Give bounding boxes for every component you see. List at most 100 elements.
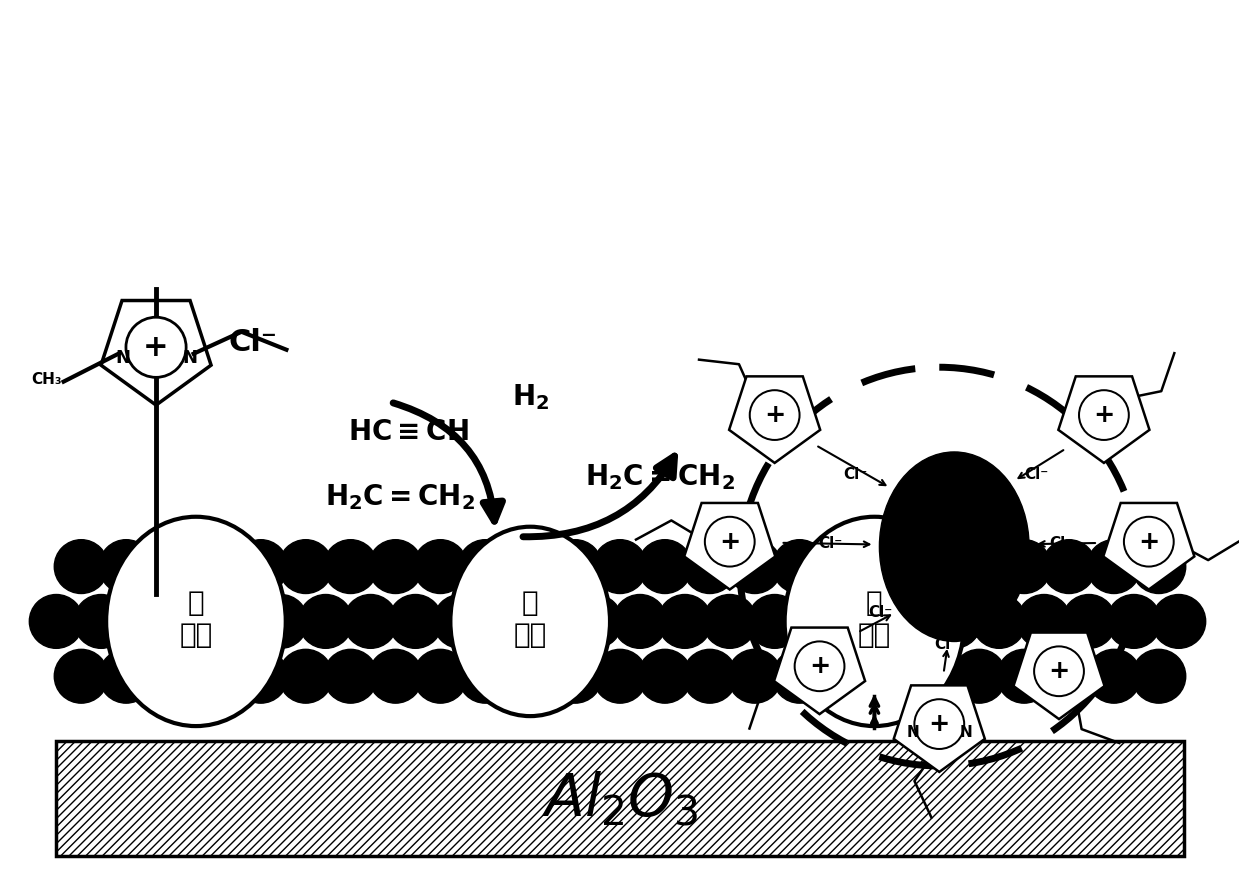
- Circle shape: [74, 595, 128, 648]
- Ellipse shape: [450, 527, 610, 717]
- Text: $\mathbf{HC{\equiv}CH}$: $\mathbf{HC{\equiv}CH}$: [348, 418, 469, 446]
- Text: Cl⁻: Cl⁻: [843, 467, 868, 481]
- Polygon shape: [1059, 376, 1149, 463]
- Text: +: +: [1048, 660, 1070, 683]
- Circle shape: [299, 595, 352, 648]
- Circle shape: [863, 539, 916, 594]
- Circle shape: [1079, 390, 1128, 440]
- Circle shape: [1123, 517, 1174, 567]
- Circle shape: [479, 595, 532, 648]
- Circle shape: [368, 539, 423, 594]
- Text: +: +: [1094, 403, 1115, 427]
- Circle shape: [324, 649, 377, 703]
- Text: 钯: 钯: [187, 589, 205, 617]
- Text: +: +: [1138, 530, 1159, 553]
- Bar: [56, 741, 1184, 856]
- Circle shape: [279, 539, 332, 594]
- Circle shape: [817, 539, 872, 594]
- Circle shape: [908, 649, 961, 703]
- Text: +: +: [764, 403, 785, 427]
- Circle shape: [997, 539, 1052, 594]
- Polygon shape: [1013, 632, 1105, 719]
- Text: 钯: 钯: [866, 589, 883, 617]
- Text: $\mathit{Al_2O_3}$: $\mathit{Al_2O_3}$: [541, 769, 699, 828]
- Circle shape: [99, 539, 153, 594]
- Circle shape: [548, 539, 603, 594]
- Ellipse shape: [879, 452, 1029, 641]
- Circle shape: [188, 649, 243, 703]
- Circle shape: [613, 595, 667, 648]
- Text: +: +: [929, 712, 950, 736]
- Text: Cl⁻: Cl⁻: [999, 608, 1024, 623]
- Circle shape: [773, 649, 827, 703]
- Ellipse shape: [785, 517, 965, 726]
- Circle shape: [728, 649, 781, 703]
- Circle shape: [750, 390, 800, 440]
- Circle shape: [279, 649, 332, 703]
- Text: +: +: [144, 332, 169, 362]
- Text: N: N: [960, 725, 972, 740]
- Circle shape: [126, 317, 186, 377]
- Polygon shape: [1104, 503, 1194, 589]
- Text: 卡宾: 卡宾: [180, 622, 212, 649]
- Circle shape: [568, 595, 622, 648]
- Circle shape: [459, 539, 512, 594]
- Circle shape: [144, 539, 198, 594]
- Circle shape: [1042, 649, 1096, 703]
- Circle shape: [1132, 649, 1185, 703]
- Circle shape: [234, 539, 288, 594]
- Circle shape: [254, 595, 308, 648]
- Text: N: N: [906, 725, 919, 740]
- Circle shape: [343, 595, 398, 648]
- Circle shape: [324, 539, 377, 594]
- Circle shape: [55, 649, 108, 703]
- Circle shape: [413, 539, 467, 594]
- Circle shape: [234, 649, 288, 703]
- Text: 卡宾: 卡宾: [513, 622, 547, 649]
- Circle shape: [1042, 539, 1096, 594]
- Circle shape: [1087, 539, 1141, 594]
- Text: 钯: 钯: [522, 589, 538, 617]
- Text: +: +: [808, 654, 831, 678]
- Ellipse shape: [107, 517, 285, 726]
- Circle shape: [1132, 539, 1185, 594]
- Circle shape: [208, 595, 263, 648]
- Circle shape: [637, 539, 692, 594]
- Circle shape: [593, 539, 647, 594]
- Circle shape: [952, 539, 1006, 594]
- Text: Cl⁻: Cl⁻: [229, 328, 278, 357]
- Polygon shape: [894, 686, 985, 772]
- Text: $\mathbf{H_2C{=}CH_2}$: $\mathbf{H_2C{=}CH_2}$: [325, 482, 475, 511]
- Text: Cl⁻: Cl⁻: [868, 605, 893, 620]
- Circle shape: [523, 595, 577, 648]
- Text: Cl⁻: Cl⁻: [1024, 467, 1049, 481]
- Circle shape: [1152, 595, 1205, 648]
- Text: N: N: [182, 349, 197, 367]
- Polygon shape: [100, 301, 211, 405]
- Polygon shape: [729, 376, 820, 463]
- Circle shape: [704, 517, 755, 567]
- Circle shape: [863, 649, 916, 703]
- Circle shape: [883, 595, 936, 648]
- Circle shape: [548, 649, 603, 703]
- Circle shape: [144, 649, 198, 703]
- Text: Cl⁻: Cl⁻: [934, 637, 959, 652]
- Text: $\mathbf{H_2}$: $\mathbf{H_2}$: [512, 382, 549, 412]
- Circle shape: [658, 595, 712, 648]
- Circle shape: [1034, 646, 1084, 696]
- Circle shape: [637, 649, 692, 703]
- Circle shape: [99, 649, 153, 703]
- Circle shape: [1017, 595, 1071, 648]
- Circle shape: [928, 595, 981, 648]
- Circle shape: [459, 649, 512, 703]
- Circle shape: [503, 649, 557, 703]
- Circle shape: [55, 539, 108, 594]
- Circle shape: [1107, 595, 1161, 648]
- Circle shape: [952, 649, 1006, 703]
- Circle shape: [837, 595, 892, 648]
- Circle shape: [1061, 595, 1116, 648]
- Circle shape: [817, 649, 872, 703]
- Text: $\mathbf{H_2C{=}CH_2}$: $\mathbf{H_2C{=}CH_2}$: [585, 462, 735, 492]
- Circle shape: [728, 539, 781, 594]
- Circle shape: [1087, 649, 1141, 703]
